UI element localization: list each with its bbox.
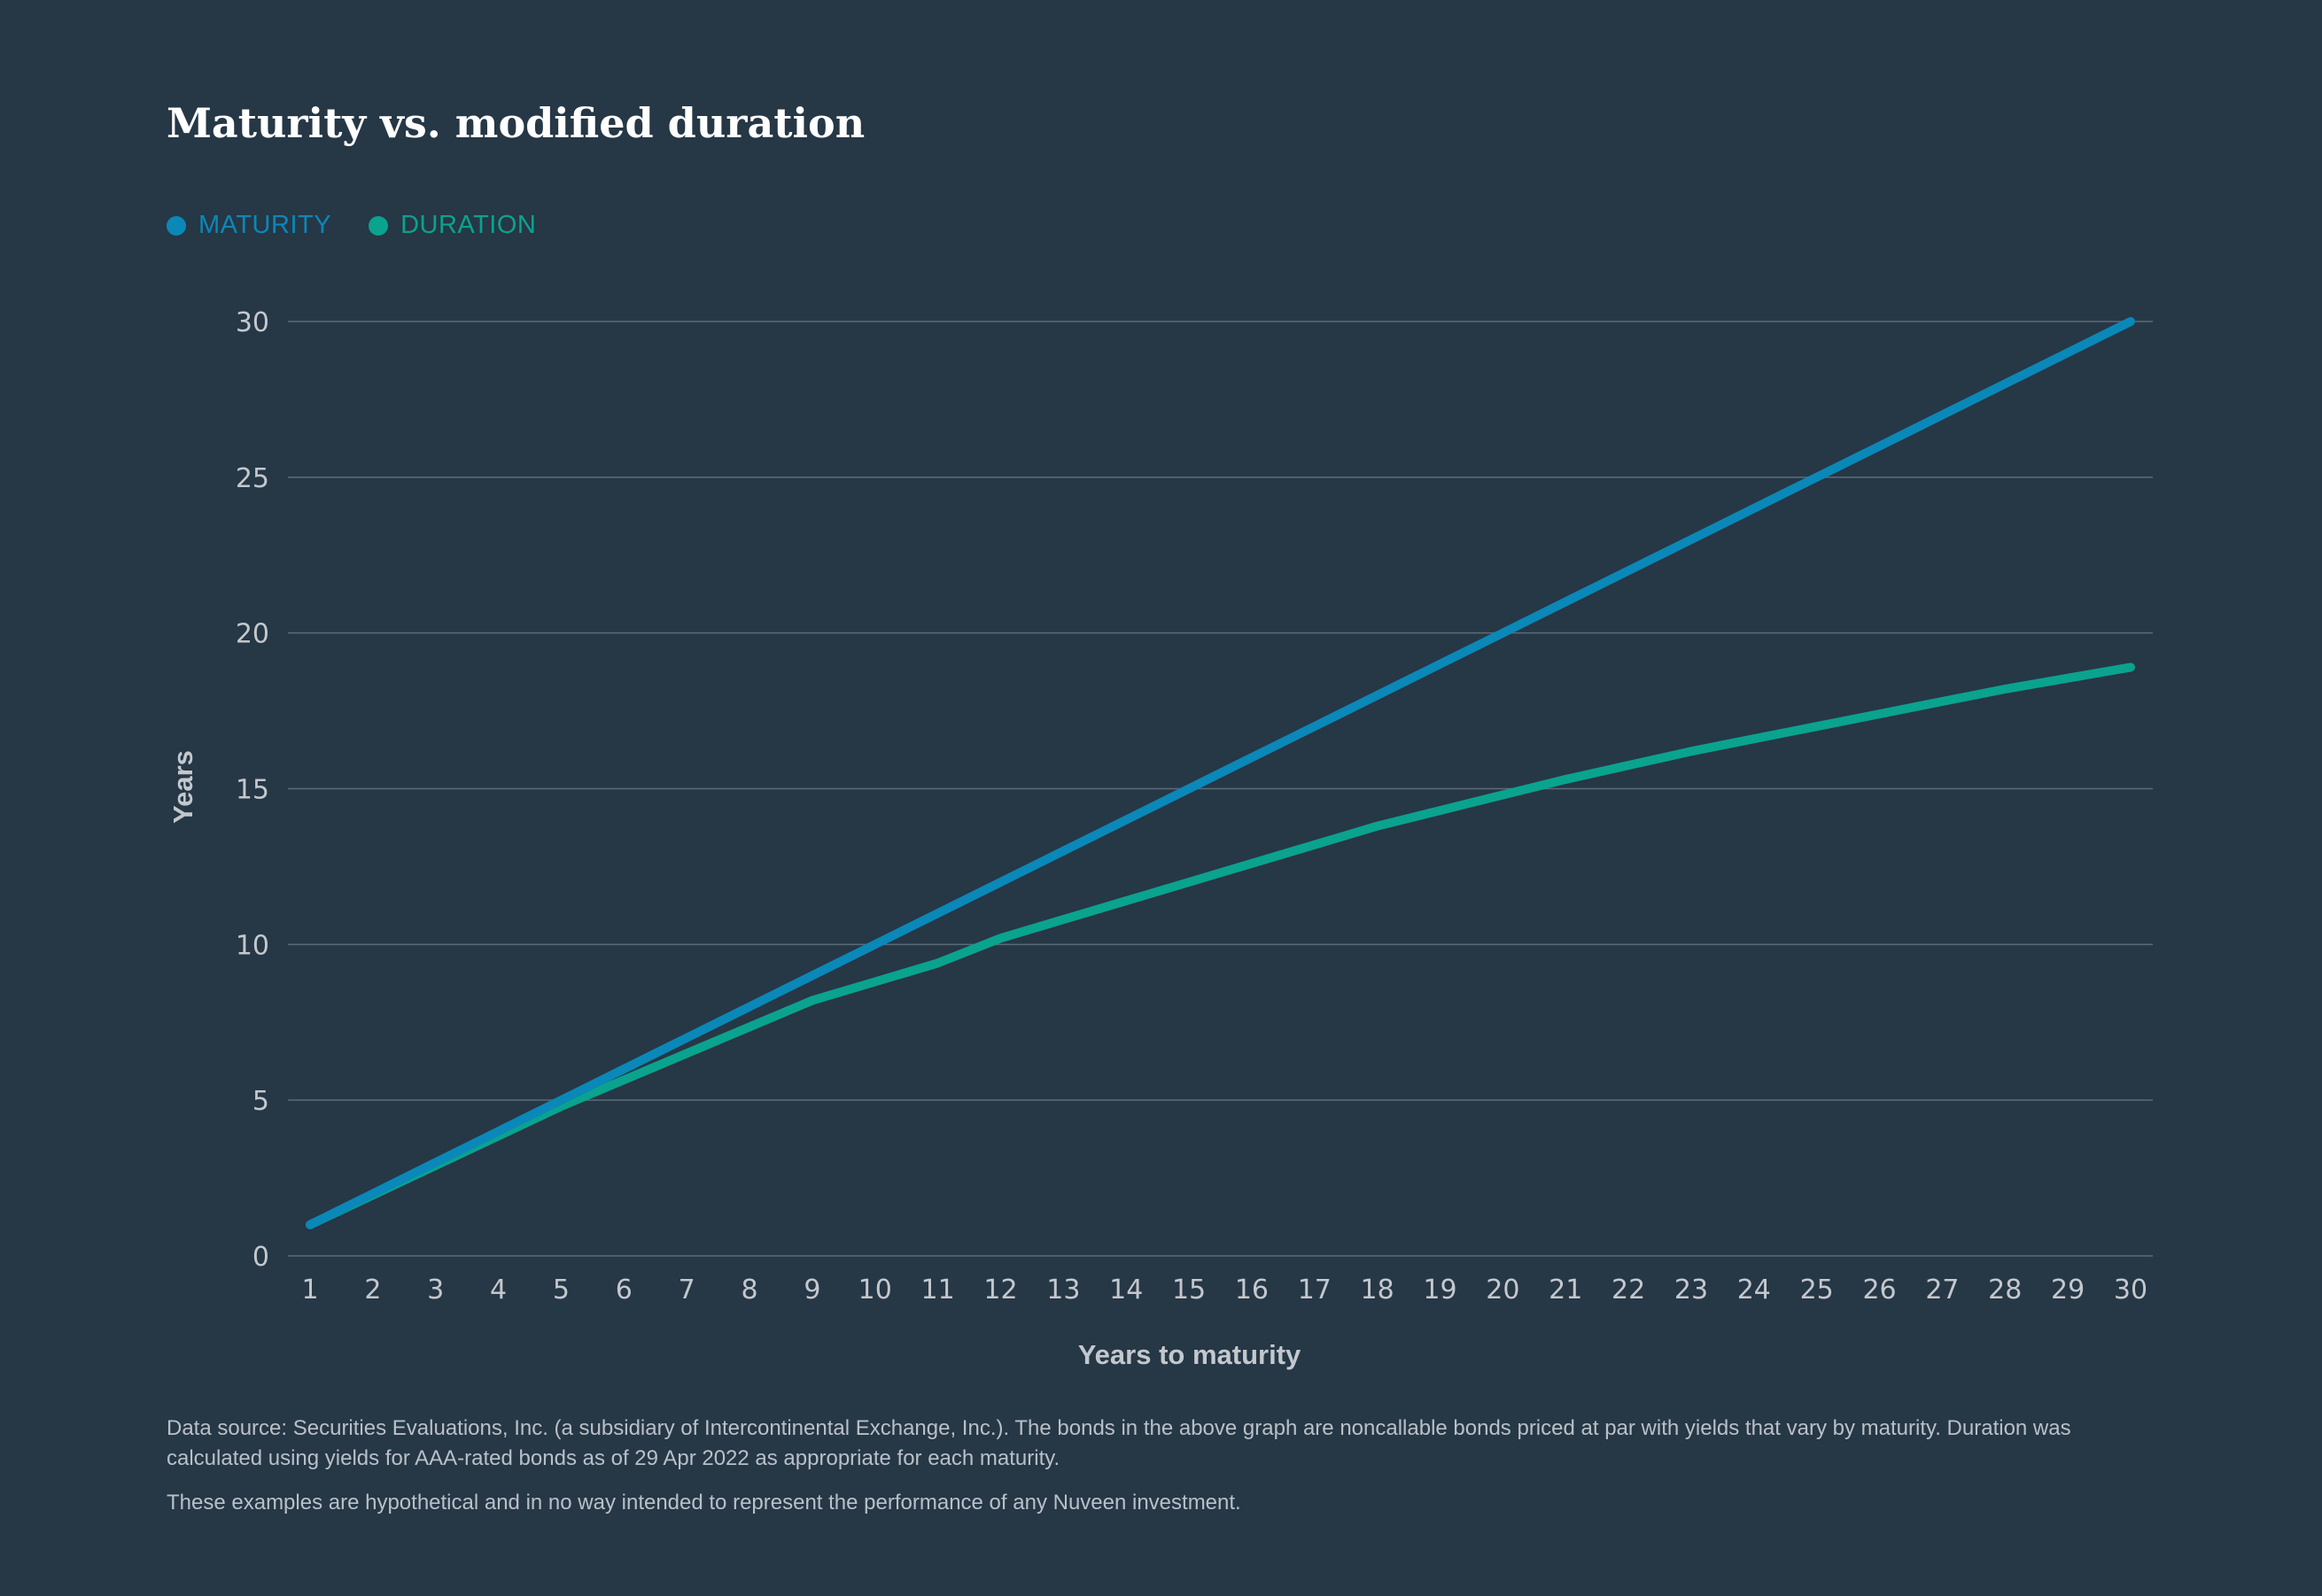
x-tick-label: 8 <box>741 1274 757 1305</box>
x-tick-label: 4 <box>490 1274 507 1305</box>
x-tick-label: 25 <box>1800 1274 1834 1305</box>
y-axis-label: Years <box>167 750 198 824</box>
x-tick-label: 10 <box>858 1274 892 1305</box>
series-line-maturity <box>306 317 2135 1229</box>
legend-marker-maturity <box>167 215 186 236</box>
legend-item-duration: DURATION <box>369 211 536 240</box>
data-source-note: Data source: Securities Evaluations, Inc… <box>167 1416 2071 1470</box>
x-tick-label: 16 <box>1235 1274 1269 1305</box>
y-tick-label: 30 <box>236 307 269 338</box>
x-tick-label: 3 <box>427 1274 444 1305</box>
footnotes: Data source: Securities Evaluations, Inc… <box>167 1414 2160 1532</box>
x-tick-label: 30 <box>2114 1274 2147 1305</box>
y-tick-label: 25 <box>236 463 269 494</box>
chart-title: Maturity vs. modified duration <box>167 99 866 147</box>
legend-label-maturity: MATURITY <box>198 211 332 239</box>
x-tick-label: 27 <box>1925 1274 1959 1305</box>
x-tick-label: 24 <box>1737 1274 1771 1305</box>
x-tick-label: 29 <box>2051 1274 2085 1305</box>
x-tick-label: 2 <box>364 1274 381 1305</box>
y-tick-label: 0 <box>252 1242 269 1273</box>
disclaimer-note: These examples are hypothetical and in n… <box>167 1491 1241 1515</box>
x-tick-label: 15 <box>1172 1274 1206 1305</box>
x-tick-label: 14 <box>1109 1274 1143 1305</box>
chart-legend: MATURITY DURATION <box>167 211 573 240</box>
x-tick-label: 9 <box>804 1274 820 1305</box>
series-line-duration <box>306 662 2135 1229</box>
legend-item-maturity: MATURITY <box>167 211 331 240</box>
x-tick-label: 1 <box>301 1274 318 1305</box>
x-tick-label: 5 <box>553 1274 570 1305</box>
x-tick-label: 18 <box>1361 1274 1394 1305</box>
x-tick-label: 6 <box>616 1274 633 1305</box>
x-axis-label: Years to maturity <box>1078 1339 1301 1370</box>
x-tick-label: 28 <box>1988 1274 2022 1305</box>
legend-label-duration: DURATION <box>400 211 537 239</box>
x-tick-label: 17 <box>1298 1274 1332 1305</box>
x-tick-label: 20 <box>1486 1274 1519 1305</box>
x-tick-label: 13 <box>1046 1274 1080 1305</box>
x-tick-label: 23 <box>1674 1274 1708 1305</box>
x-tick-label: 19 <box>1423 1274 1456 1305</box>
y-tick-label: 20 <box>236 619 269 650</box>
x-tick-label: 11 <box>921 1274 955 1305</box>
x-tick-label: 7 <box>679 1274 695 1305</box>
y-tick-label: 10 <box>236 930 269 961</box>
y-tick-label: 15 <box>236 775 269 806</box>
legend-marker-duration <box>369 215 389 236</box>
x-tick-label: 26 <box>1862 1274 1896 1305</box>
y-tick-label: 5 <box>252 1086 269 1117</box>
x-tick-label: 12 <box>983 1274 1017 1305</box>
x-tick-label: 22 <box>1611 1274 1645 1305</box>
x-tick-label: 21 <box>1549 1274 1582 1305</box>
